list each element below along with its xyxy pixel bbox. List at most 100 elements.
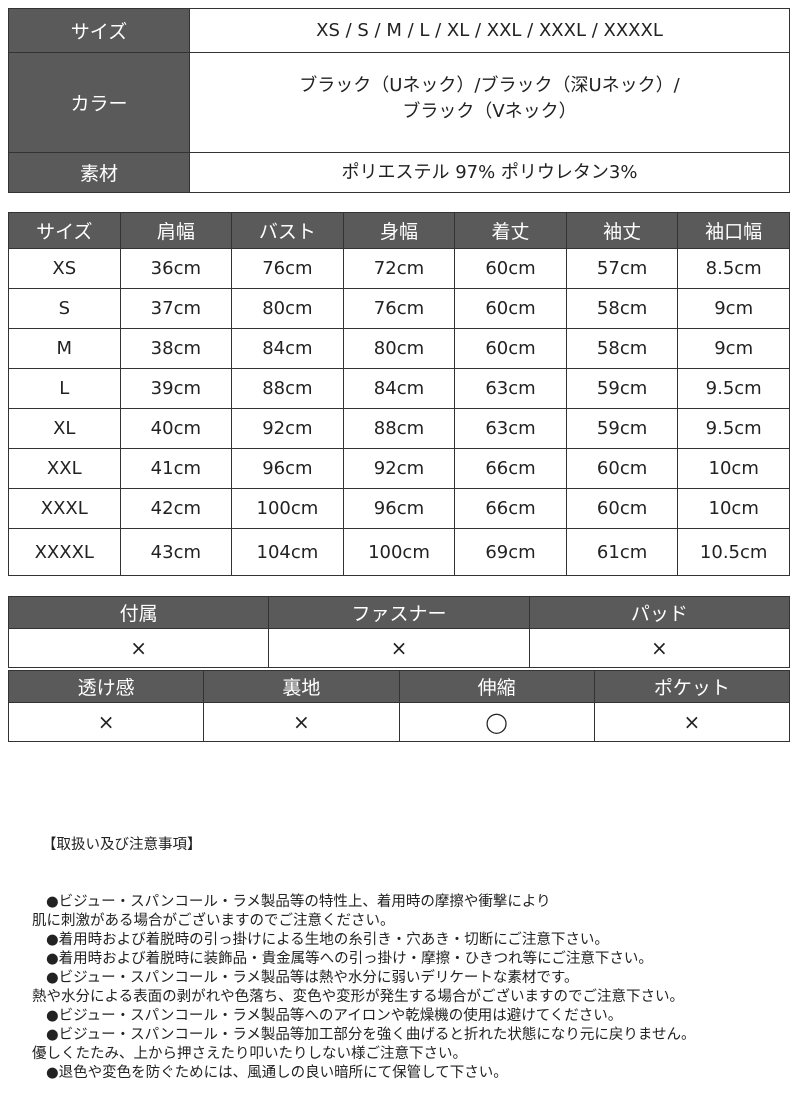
size-chart-cell: 88cm (342, 408, 456, 449)
size-chart-cell: 42cm (119, 488, 233, 529)
size-chart-cell: 96cm (231, 448, 344, 489)
size-chart-cell: 61cm (565, 528, 679, 576)
note-line: ●ビジュー・スパンコール・ラメ製品等の特性上、着用時の摩擦や衝撃により (46, 894, 551, 910)
size-chart-cell: S (8, 288, 121, 329)
size-chart-cell: 59cm (565, 408, 679, 449)
size-chart-cell: 9.5cm (677, 368, 790, 409)
feature-label: 裏地 (203, 670, 400, 703)
circle-mark: ◯ (398, 702, 595, 742)
features-values: × × × (7, 628, 791, 668)
size-chart-cell: 60cm (454, 248, 567, 289)
cross-mark: × (7, 702, 205, 742)
size-chart-cell: XS (8, 248, 121, 289)
size-chart-header: サイズ 肩幅 バスト 身幅 着丈 袖丈 袖口幅 (8, 212, 790, 249)
note-line: ●ビジュー・スパンコール・ラメ製品等は熱や水分に弱いデリケートな素材です。 (46, 970, 579, 986)
size-chart-table: サイズ 肩幅 バスト 身幅 着丈 袖丈 袖口幅 XS 36cm 76cm 72cm 60cm 57cm… (8, 212, 790, 576)
table-row: XL 40cm 92cm 88cm 63cm 59cm 9.5cm (8, 408, 790, 449)
features-header: 透け感 裏地 伸縮 ポケット (7, 670, 791, 703)
size-chart-cell: 9.5cm (677, 408, 790, 449)
cross-mark: × (203, 702, 400, 742)
spec-value: ポリエステル 97% ポリウレタン3% (189, 152, 790, 193)
feature-label: ファスナー (268, 596, 530, 629)
note-line: ●着用時および着脱時の引っ掛けによる生地の糸引き・穴あき・切断にご注意下さい。 (46, 932, 609, 948)
size-chart-cell: 92cm (231, 408, 344, 449)
size-chart-cell: 76cm (231, 248, 344, 289)
features-header: 付属 ファスナー パッド (7, 596, 791, 629)
table-row: S 37cm 80cm 76cm 60cm 58cm 9cm (8, 288, 790, 329)
size-chart-cell: 63cm (454, 408, 567, 449)
care-notes: 【取扱い及び注意事項】 ●ビジュー・スパンコール・ラメ製品等の特性上、着用時の摩… (32, 798, 696, 1102)
spec-table: サイズ XS / S / M / L / XL / XXL / XXXL / X… (8, 8, 790, 193)
size-chart-cell: 58cm (565, 328, 679, 369)
size-chart-cell: 57cm (565, 248, 679, 289)
size-chart-cell: 84cm (342, 368, 456, 409)
spec-label: カラー (8, 52, 190, 153)
cross-mark: × (528, 628, 791, 668)
table-row: XXXXL 43cm 104cm 100cm 69cm 61cm 10.5cm (8, 528, 790, 576)
size-chart-header-cell: バスト (231, 212, 344, 249)
size-chart-cell: 76cm (342, 288, 456, 329)
feature-label: パッド (528, 596, 791, 629)
size-chart-cell: 37cm (119, 288, 233, 329)
size-chart-cell: XXXXL (8, 528, 121, 576)
note-line: ●着用時および着脱時に装飾品・貴金属等への引っ掛け・摩擦・ひきつれ等にご注意下さ… (46, 951, 653, 967)
size-chart-header-cell: 袖丈 (565, 212, 679, 249)
note-line: ●ビジュー・スパンコール・ラメ製品等へのアイロンや乾燥機の使用は避けてください。 (46, 1008, 623, 1024)
size-chart-cell: M (8, 328, 121, 369)
size-chart-cell: 9cm (677, 288, 790, 329)
size-chart-cell: 9cm (677, 328, 790, 369)
color-line: ブラック（Vネック） (402, 101, 577, 122)
size-chart-cell: 100cm (231, 488, 344, 529)
size-chart-cell: 43cm (119, 528, 233, 576)
size-chart-cell: 104cm (231, 528, 344, 576)
cross-mark: × (7, 628, 270, 668)
size-chart-cell: 60cm (454, 288, 567, 329)
spec-label: 素材 (8, 152, 190, 193)
table-row: L 39cm 88cm 84cm 63cm 59cm 9.5cm (8, 368, 790, 409)
size-chart-cell: 84cm (231, 328, 344, 369)
spec-row-color: カラー ブラック（Uネック）/ブラック（深Uネック）/ ブラック（Vネック） (8, 52, 790, 153)
size-chart-cell: 60cm (454, 328, 567, 369)
size-chart-header-cell: サイズ (8, 212, 121, 249)
table-row: M 38cm 84cm 80cm 60cm 58cm 9cm (8, 328, 790, 369)
size-chart-cell: 63cm (454, 368, 567, 409)
feature-label: 付属 (7, 596, 270, 629)
size-chart-cell: 10.5cm (677, 528, 790, 576)
feature-label: ポケット (593, 670, 791, 703)
size-chart-cell: 60cm (565, 448, 679, 489)
size-chart-cell: 39cm (119, 368, 233, 409)
features-table-2: 透け感 裏地 伸縮 ポケット × × ◯ × (7, 670, 791, 742)
cross-mark: × (593, 702, 791, 742)
size-chart-cell: 60cm (565, 488, 679, 529)
table-row: XXXL 42cm 100cm 96cm 66cm 60cm 10cm (8, 488, 790, 529)
size-chart-cell: 41cm (119, 448, 233, 489)
note-line: 肌に刺激がある場合がございますのでご注意ください。 (32, 913, 395, 929)
size-chart-cell: XXL (8, 448, 121, 489)
spec-row-material: 素材 ポリエステル 97% ポリウレタン3% (8, 152, 790, 193)
size-chart-cell: 80cm (342, 328, 456, 369)
color-line: ブラック（Uネック）/ブラック（深Uネック）/ (299, 75, 680, 96)
note-line: 熱や水分による表面の剥がれや色落ち、変色や変形が発生する場合がございますのでご注… (32, 989, 685, 1005)
size-chart-cell: XXXL (8, 488, 121, 529)
size-chart-header-cell: 着丈 (454, 212, 567, 249)
feature-label: 透け感 (7, 670, 205, 703)
size-chart-cell: 59cm (565, 368, 679, 409)
size-chart-header-cell: 身幅 (342, 212, 456, 249)
size-chart-cell: 88cm (231, 368, 344, 409)
features-values: × × ◯ × (7, 702, 791, 742)
size-chart-cell: L (8, 368, 121, 409)
features-table-1: 付属 ファスナー パッド × × × (7, 596, 791, 668)
cross-mark: × (268, 628, 530, 668)
size-chart-cell: 80cm (231, 288, 344, 329)
size-chart-cell: 96cm (342, 488, 456, 529)
size-chart-cell: 10cm (677, 448, 790, 489)
spec-label: サイズ (8, 8, 190, 53)
size-chart-cell: 8.5cm (677, 248, 790, 289)
spec-value: ブラック（Uネック）/ブラック（深Uネック）/ ブラック（Vネック） (189, 52, 790, 153)
size-chart-cell: XL (8, 408, 121, 449)
notes-title: 【取扱い及び注意事項】 (42, 837, 202, 853)
spec-value: XS / S / M / L / XL / XXL / XXXL / XXXXL (189, 8, 790, 53)
size-chart-cell: 72cm (342, 248, 456, 289)
size-chart-cell: 69cm (454, 528, 567, 576)
size-chart-cell: 92cm (342, 448, 456, 489)
